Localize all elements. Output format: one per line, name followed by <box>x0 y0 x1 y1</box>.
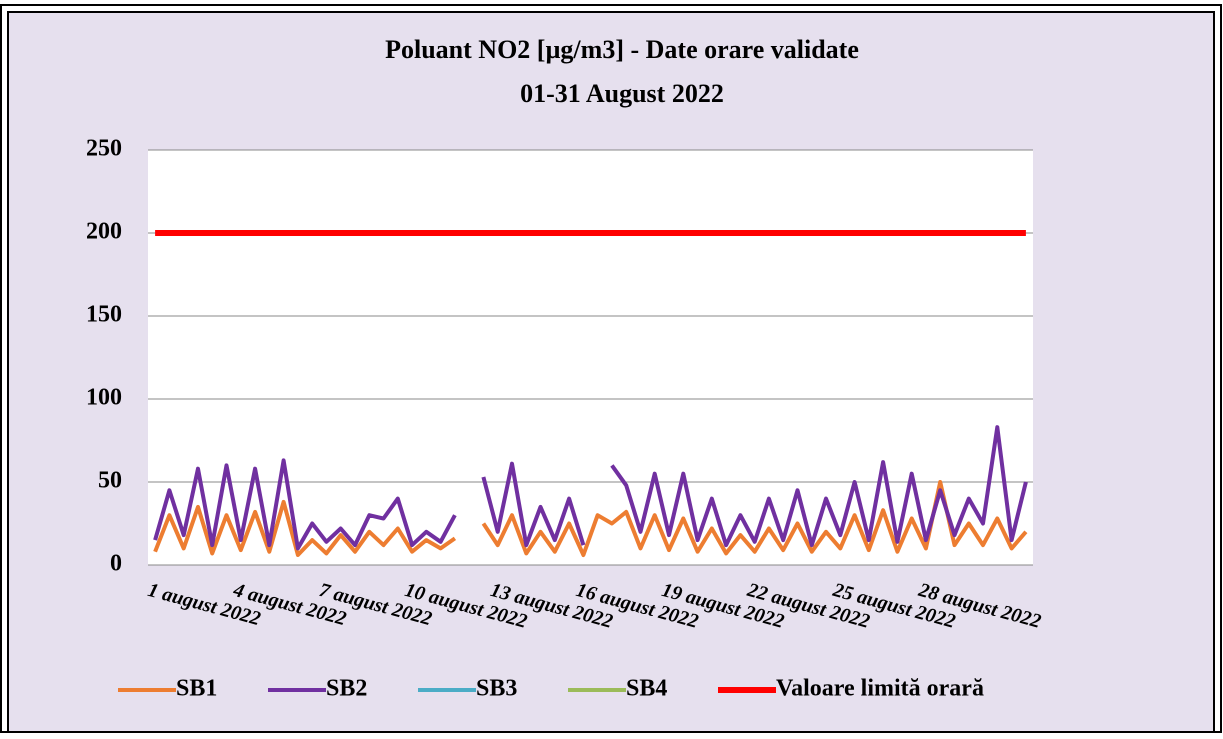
y-tick-label: 50 <box>98 468 122 494</box>
plot-area <box>148 150 1033 565</box>
chart-subtitle: 01-31 August 2022 <box>520 79 724 108</box>
y-tick-label: 100 <box>86 385 122 411</box>
legend-label: SB1 <box>176 676 217 702</box>
legend-label: SB4 <box>626 676 667 702</box>
chart-title: Poluant NO2 [µg/m3] - Date orare validat… <box>385 35 859 64</box>
y-tick-label: 0 <box>110 551 122 577</box>
series-line <box>153 425 1028 551</box>
y-tick-label: 250 <box>86 136 122 162</box>
legend-label: SB3 <box>476 676 517 702</box>
y-tick-label: 200 <box>86 219 122 245</box>
legend-label: Valoare limită orară <box>776 676 984 702</box>
y-tick-label: 150 <box>86 302 122 328</box>
legend-label: SB2 <box>326 676 367 702</box>
